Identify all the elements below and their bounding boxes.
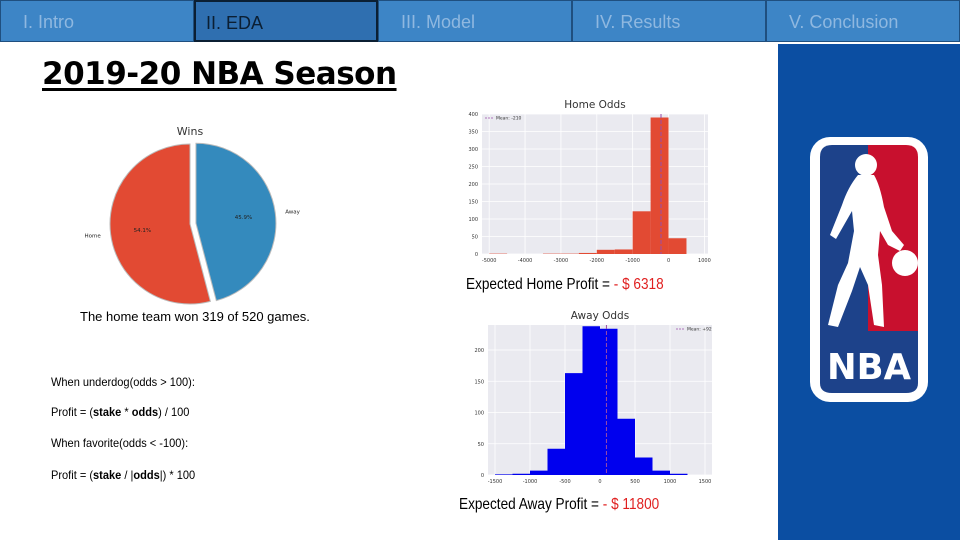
home-odds-bar (668, 238, 687, 254)
expected-away-profit-value: - $ 11800 (602, 496, 660, 513)
page-title: 2019-20 NBA Season (42, 56, 397, 92)
pie-category-label: Home (84, 234, 101, 240)
underdog-profit-formula: Profit = (stake * odds) / 100 (51, 405, 189, 419)
pie-slice-away (195, 142, 277, 302)
expected-home-profit-label: Expected Home Profit = (466, 276, 614, 293)
away-odds-bar (670, 473, 688, 475)
home-odds-y-tick-label: 250 (468, 165, 478, 171)
away-odds-y-tick-label: 200 (474, 348, 484, 354)
away-odds-histogram: Away Odds 0 50 100 150 200 -1500 -1000 -500 0 500 1… (474, 310, 712, 485)
away-odds-bar (512, 473, 530, 475)
away-odds-title: Away Odds (571, 310, 629, 322)
home-odds-x-tick-label: 1000 (698, 258, 711, 264)
tab-conclusion[interactable]: V. Conclusion (766, 0, 960, 42)
away-odds-bar (600, 328, 618, 475)
away-odds-x-tick-label: -500 (559, 479, 570, 485)
home-wins-caption: The home team won 319 of 520 games. (80, 309, 310, 324)
away-odds-x-tick-label: -1500 (488, 479, 503, 485)
home-odds-bar (650, 117, 669, 254)
home-odds-x-tick-label: -2000 (590, 258, 605, 264)
home-odds-bar (578, 252, 597, 254)
formula-stake: stake (93, 405, 122, 419)
home-odds-bar (614, 249, 633, 254)
tab-model[interactable]: III. Model (378, 0, 572, 42)
away-odds-y-tick-label: 100 (474, 411, 484, 417)
formula-operator: / | (121, 468, 134, 482)
away-odds-bar (635, 457, 653, 475)
expected-away-profit-label: Expected Away Profit = (459, 496, 603, 513)
underdog-condition: When underdog(odds > 100): (51, 375, 195, 389)
away-odds-bar (495, 474, 513, 475)
expected-home-profit-value: - $ 6318 (613, 276, 664, 293)
formula-stake: stake (93, 468, 122, 482)
tab-eda[interactable]: II. EDA (194, 0, 378, 42)
away-odds-bar (617, 418, 635, 475)
away-odds-x-tick-label: 1500 (699, 479, 712, 485)
home-odds-y-tick-label: 300 (468, 147, 478, 153)
home-odds-y-tick-label: 200 (468, 182, 478, 188)
away-odds-bar (547, 448, 565, 475)
formula-suffix: |) * 100 (159, 468, 196, 482)
pie-category-label: Away (285, 210, 300, 216)
expected-away-profit: Expected Away Profit = - $ 11800 (459, 496, 659, 514)
home-odds-x-tick-label: -5000 (482, 258, 497, 264)
expected-home-profit: Expected Home Profit = - $ 6318 (466, 276, 664, 294)
pie-slice-home (109, 143, 211, 305)
home-odds-y-tick-label: 100 (468, 217, 478, 223)
home-odds-y-tick-label: 50 (472, 235, 478, 241)
formula-odds: odds (133, 468, 160, 482)
tab-intro[interactable]: I. Intro (0, 0, 194, 42)
nba-logo: NBA (810, 137, 928, 402)
home-odds-histogram: Home Odds 0 50 100 150 200 250 300 350 400 -5000 -4… (468, 99, 711, 264)
pie-percent-label: 54.1% (134, 228, 151, 234)
away-odds-legend-label: Mean: +92 (687, 327, 712, 333)
favorite-profit-formula: Profit = (stake / |odds|) * 100 (51, 468, 195, 482)
wins-pie-chart: Wins 45.9% Away 54.1% Home (84, 125, 301, 305)
home-odds-title: Home Odds (564, 99, 625, 111)
home-odds-y-tick-label: 0 (475, 252, 478, 258)
section-tabs: I. Intro II. EDA III. Model IV. Results … (0, 0, 960, 44)
away-odds-x-tick-label: 1000 (664, 479, 677, 485)
formula-operator: * (121, 405, 132, 419)
home-odds-y-tick-label: 400 (468, 112, 478, 118)
formula-odds: odds (131, 405, 159, 419)
pie-percent-label: 45.9% (235, 215, 252, 221)
home-odds-x-tick-label: -3000 (554, 258, 569, 264)
formula-prefix: Profit = ( (51, 405, 94, 419)
away-odds-y-tick-label: 50 (478, 442, 484, 448)
away-odds-y-tick-label: 150 (474, 379, 484, 385)
away-odds-x-tick-label: 0 (598, 479, 601, 485)
away-odds-bar (652, 470, 670, 475)
home-odds-x-tick-label: 0 (667, 258, 670, 264)
away-odds-x-tick-label: 500 (630, 479, 640, 485)
away-odds-bar (582, 326, 600, 475)
away-odds-bar (530, 470, 548, 475)
away-odds-y-tick-label: 0 (481, 473, 484, 479)
home-odds-bar (632, 211, 651, 254)
home-odds-y-tick-label: 350 (468, 130, 478, 136)
away-odds-x-tick-label: -1000 (523, 479, 538, 485)
tab-results[interactable]: IV. Results (572, 0, 766, 42)
away-odds-bar (565, 373, 583, 475)
nba-logo-text: NBA (827, 347, 911, 388)
pie-title: Wins (177, 125, 204, 138)
sidebar-panel: NBA (778, 44, 960, 540)
home-odds-bar (596, 249, 615, 254)
favorite-condition: When favorite(odds < -100): (51, 436, 189, 450)
home-odds-legend-label: Mean: -210 (496, 116, 522, 122)
formula-suffix: ) / 100 (158, 405, 190, 419)
home-odds-y-tick-label: 150 (468, 200, 478, 206)
home-odds-x-tick-label: -1000 (625, 258, 640, 264)
home-odds-x-tick-label: -4000 (518, 258, 533, 264)
formula-prefix: Profit = ( (51, 468, 94, 482)
